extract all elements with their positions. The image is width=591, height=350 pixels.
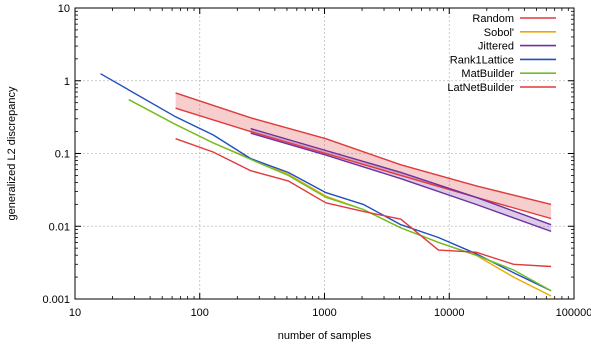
- y-axis-title: generalized L2 discrepancy: [6, 86, 18, 220]
- y-tick-label: 1: [64, 76, 70, 88]
- legend-label-latnetbuilder: LatNetBuilder: [447, 82, 514, 94]
- random-lower-line: [175, 107, 552, 220]
- legend-label-matbuilder: MatBuilder: [461, 68, 514, 80]
- matbuilder-line: [128, 98, 552, 292]
- x-tick-label: 10: [69, 307, 81, 319]
- x-tick-label: 1000: [312, 307, 336, 319]
- y-tick-label: 0.01: [49, 221, 70, 233]
- random-upper-line: [175, 92, 552, 206]
- x-tick-label: 100: [191, 307, 209, 319]
- jittered-band: [250, 128, 552, 232]
- jittered-lower-line: [250, 132, 552, 233]
- x-tick-label: 100000: [556, 307, 591, 319]
- y-tick-label: 0.001: [42, 294, 70, 306]
- x-axis-title: number of samples: [278, 330, 372, 342]
- y-tick-label: 0.1: [55, 149, 70, 161]
- random-band: [175, 92, 552, 219]
- series-lines: [100, 73, 552, 297]
- legend-label-rank1lattice: Rank1Lattice: [450, 54, 514, 66]
- x-tick-label: 10000: [434, 307, 465, 319]
- axis-ticks: 10 100 1000 10000 100000 0.001 0.01 0.1 1 10: [42, 3, 591, 319]
- legend-label-jittered: Jittered: [478, 41, 514, 53]
- y-tick-label: 10: [58, 3, 70, 15]
- rank1lattice-line: [100, 73, 552, 292]
- legend-label-sobol: Sobol': [484, 27, 514, 39]
- legend-label-random: Random: [472, 13, 514, 25]
- jittered-upper-line: [250, 127, 552, 226]
- latnetbuilder-line: [175, 138, 552, 268]
- series-bands: [175, 92, 552, 232]
